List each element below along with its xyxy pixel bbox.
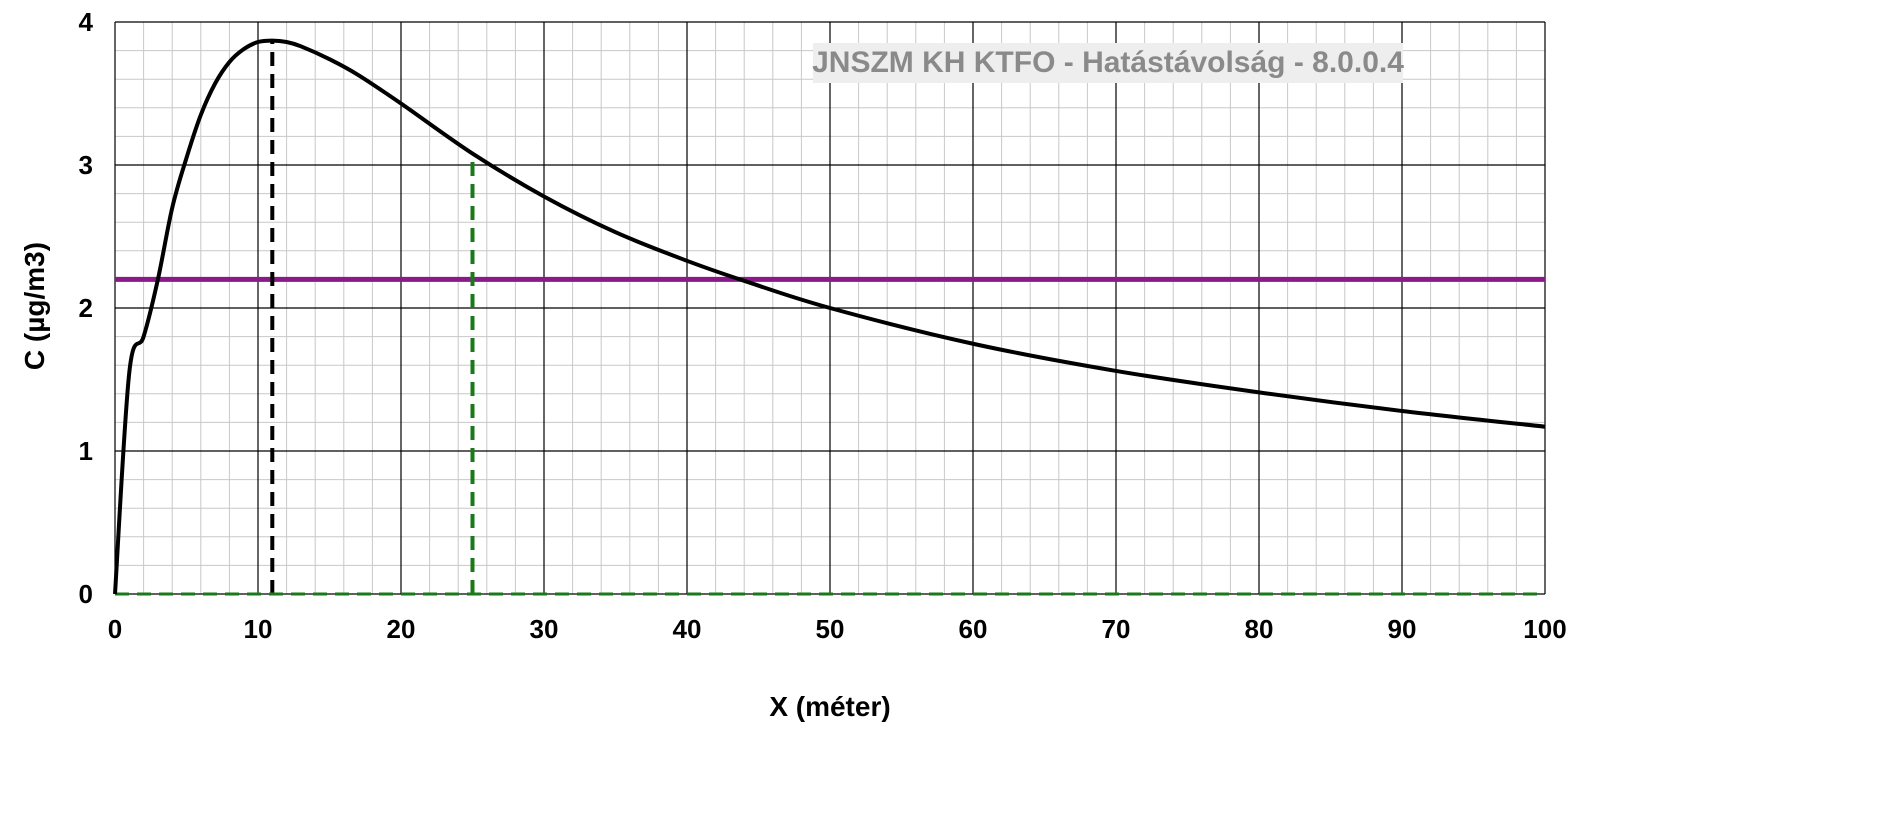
x-tick-label: 30 xyxy=(530,614,559,644)
series-lines xyxy=(113,38,1546,595)
y-tick-label: 3 xyxy=(79,150,93,180)
x-tick-label: 0 xyxy=(108,614,122,644)
watermark-text: JNSZM KH KTFO - Hatástávolság - 8.0.0.4 xyxy=(812,46,1404,79)
x-tick-label: 90 xyxy=(1388,614,1417,644)
reference-lines xyxy=(115,40,1545,596)
concentration-curve xyxy=(113,38,1546,595)
x-tick-label: 10 xyxy=(244,614,273,644)
y-axis-title: C (µg/m3) xyxy=(19,242,50,370)
y-tick-label: 0 xyxy=(79,579,93,609)
x-tick-label: 50 xyxy=(816,614,845,644)
x-tick-labels: 0 10 20 30 40 50 60 70 80 90 100 xyxy=(108,614,1567,644)
x-tick-label: 20 xyxy=(387,614,416,644)
y-tick-label: 4 xyxy=(79,7,94,37)
x-tick-label: 60 xyxy=(959,614,988,644)
watermark: JNSZM KH KTFO - Hatástávolság - 8.0.0.4 xyxy=(812,43,1404,83)
x-tick-label: 80 xyxy=(1245,614,1274,644)
y-tick-label: 2 xyxy=(79,293,93,323)
y-tick-label: 1 xyxy=(79,436,93,466)
x-axis-title: X (méter) xyxy=(769,691,890,722)
watermark-background xyxy=(813,43,1403,83)
x-tick-label: 70 xyxy=(1102,614,1131,644)
x-tick-label: 100 xyxy=(1523,614,1566,644)
y-tick-labels: 0 1 2 3 4 xyxy=(79,7,94,609)
x-tick-label: 40 xyxy=(673,614,702,644)
